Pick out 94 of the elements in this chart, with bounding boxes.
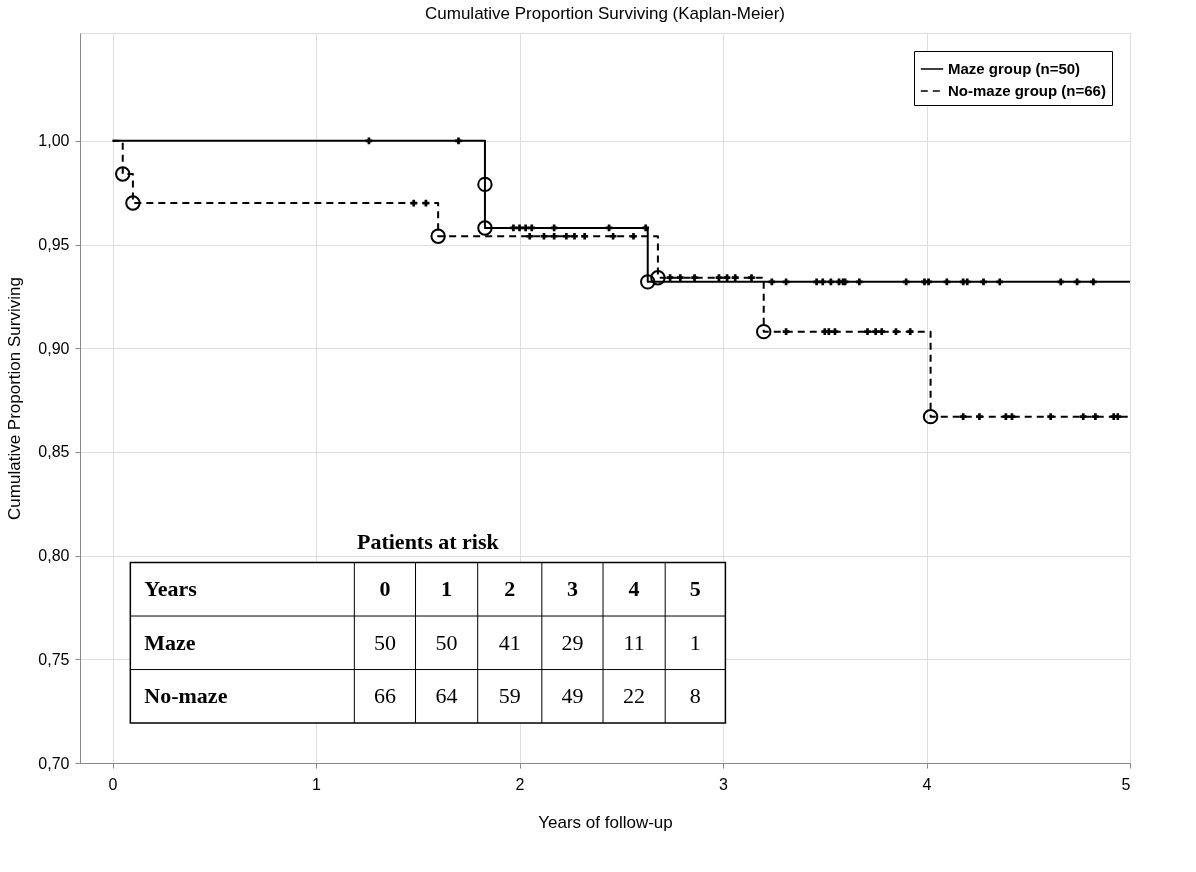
point bbox=[756, 323, 772, 340]
annotation: 66 bbox=[373, 683, 396, 709]
point bbox=[723, 274, 731, 282]
y-tick-label: 0,90 bbox=[38, 339, 70, 357]
point bbox=[630, 232, 637, 240]
annotation: 41 bbox=[498, 629, 521, 655]
point bbox=[477, 220, 493, 236]
point bbox=[1057, 278, 1065, 286]
annotation: 22 bbox=[623, 683, 646, 709]
point bbox=[748, 274, 755, 282]
point bbox=[864, 328, 871, 335]
point bbox=[959, 413, 967, 421]
point bbox=[819, 278, 827, 286]
legend-label: Maze group (n=50) bbox=[948, 60, 1081, 77]
annotation: 29 bbox=[561, 629, 584, 655]
point bbox=[825, 328, 833, 335]
point bbox=[963, 278, 971, 286]
point bbox=[1002, 413, 1010, 421]
x-axis-title: Years of follow-up bbox=[538, 812, 673, 832]
point bbox=[1047, 413, 1054, 421]
annotation: 8 bbox=[689, 683, 701, 709]
x-tick-label: 1 bbox=[312, 775, 322, 793]
point bbox=[1092, 413, 1099, 421]
point bbox=[540, 232, 548, 240]
point bbox=[1079, 413, 1087, 421]
y-tick-label: 0,80 bbox=[38, 547, 70, 565]
point bbox=[125, 195, 141, 211]
point bbox=[666, 274, 674, 282]
annotation: 59 bbox=[498, 683, 521, 709]
annotation: 64 bbox=[435, 683, 458, 709]
point bbox=[528, 224, 536, 232]
annotation: 1 bbox=[441, 576, 453, 602]
annotation: Maze bbox=[144, 629, 196, 655]
point bbox=[562, 232, 570, 240]
y-tick-label: 0,75 bbox=[38, 650, 70, 668]
point bbox=[365, 137, 373, 145]
point bbox=[831, 328, 839, 335]
point bbox=[902, 278, 910, 286]
annotation: 1 bbox=[689, 629, 701, 655]
x-tick-label: 5 bbox=[1121, 775, 1131, 793]
point bbox=[731, 274, 739, 282]
y-tick-label: 0,95 bbox=[38, 236, 70, 254]
point bbox=[872, 328, 879, 335]
point bbox=[782, 328, 790, 335]
legend-label: No-maze group (n=66) bbox=[948, 82, 1106, 99]
annotation: 0 bbox=[379, 576, 391, 602]
point bbox=[477, 176, 493, 193]
point bbox=[1090, 278, 1097, 286]
point bbox=[856, 278, 863, 286]
point bbox=[455, 137, 462, 145]
point bbox=[1008, 413, 1016, 421]
x-tick-label: 0 bbox=[108, 775, 118, 793]
annotation: No-maze bbox=[144, 683, 228, 709]
point bbox=[996, 278, 1004, 286]
point bbox=[571, 232, 578, 240]
point bbox=[676, 274, 684, 282]
annotation: 50 bbox=[435, 629, 458, 655]
point bbox=[906, 328, 914, 335]
annotation: 49 bbox=[561, 683, 584, 709]
point bbox=[691, 274, 698, 282]
point bbox=[980, 278, 987, 286]
point bbox=[922, 408, 939, 425]
point bbox=[581, 232, 589, 240]
annotation: 5 bbox=[689, 576, 701, 602]
point bbox=[609, 232, 617, 240]
point bbox=[526, 232, 534, 240]
point bbox=[640, 274, 656, 290]
point bbox=[650, 270, 666, 286]
point bbox=[878, 328, 886, 335]
point bbox=[1114, 413, 1122, 421]
chart-title: Cumulative Proportion Surviving (Kaplan-Meier) bbox=[425, 4, 785, 23]
point bbox=[892, 328, 900, 335]
point bbox=[925, 278, 932, 286]
point bbox=[715, 274, 723, 282]
annotation: 2 bbox=[504, 576, 516, 602]
point bbox=[115, 166, 131, 182]
annotation: 4 bbox=[628, 576, 640, 602]
point bbox=[976, 413, 983, 421]
point bbox=[410, 199, 418, 207]
annotation: Patients at risk bbox=[356, 529, 500, 555]
y-tick-label: 0,85 bbox=[38, 443, 70, 461]
annotation: 50 bbox=[373, 629, 396, 655]
annotation: 3 bbox=[566, 576, 578, 602]
annotation: 11 bbox=[623, 629, 645, 655]
y-axis-title: Cumulative Proportion Surviving bbox=[5, 277, 25, 520]
point bbox=[550, 232, 558, 240]
x-tick-label: 2 bbox=[515, 775, 525, 793]
annotation: Years bbox=[144, 576, 198, 602]
y-tick-label: 1,00 bbox=[38, 132, 70, 150]
x-tick-label: 3 bbox=[719, 775, 729, 793]
y-tick-label: 0,70 bbox=[38, 754, 70, 772]
point bbox=[642, 224, 650, 232]
x-tick-label: 4 bbox=[922, 775, 932, 793]
point bbox=[430, 228, 446, 244]
